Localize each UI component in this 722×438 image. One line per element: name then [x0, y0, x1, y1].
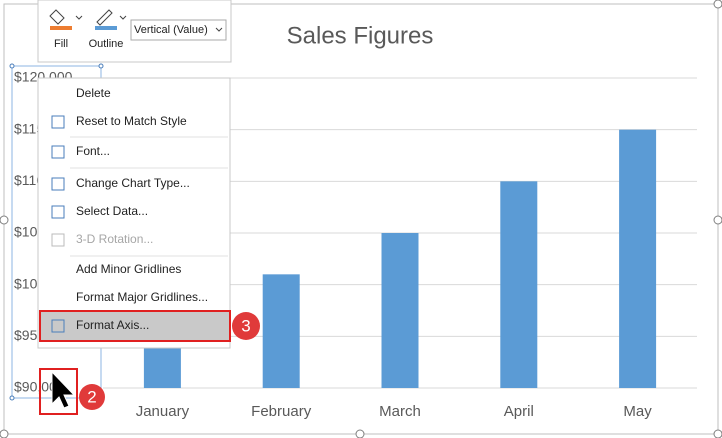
fill-label[interactable]: Fill: [54, 38, 68, 50]
outline-icon[interactable]: [96, 9, 113, 26]
menu-item-label[interactable]: Delete: [76, 86, 111, 100]
menu-item-label[interactable]: Format Major Gridlines...: [76, 290, 208, 304]
element-dropdown[interactable]: [130, 19, 227, 41]
context-menu: Delete Reset to Match Style Font... Change …: [37, 77, 231, 349]
bar: [381, 233, 419, 388]
callout-number: 3: [241, 316, 250, 335]
menu-icon: [51, 115, 65, 129]
x-tick-label: February: [251, 403, 312, 420]
mini-toolbar: Fill Outline Vertical (Value): [37, 0, 232, 63]
bar: [500, 181, 538, 388]
menu-item-label[interactable]: Font...: [76, 144, 110, 158]
bar: [619, 129, 657, 388]
menu-item-label[interactable]: Reset to Match Style: [76, 114, 187, 128]
menu-item-label[interactable]: Select Data...: [76, 204, 148, 218]
x-tick-label: May: [623, 403, 652, 420]
menu-item-label[interactable]: Format Axis...: [76, 318, 149, 332]
bar: [262, 274, 300, 388]
menu-item-outline: [39, 310, 231, 342]
menu-item-label[interactable]: Add Minor Gridlines: [76, 262, 181, 276]
menu-item-label[interactable]: Change Chart Type...: [76, 176, 190, 190]
callout-number: 2: [87, 387, 96, 406]
menu-icon: [51, 205, 65, 219]
outline-color: [95, 26, 117, 30]
x-tick-label: April: [504, 403, 534, 420]
callout-badge: [232, 312, 260, 340]
menu-icon: [51, 177, 65, 191]
dropdown-arrow[interactable]: [215, 27, 223, 32]
menu-box: [37, 77, 231, 349]
menu-icon: [51, 319, 65, 333]
menu-item-label: 3-D Rotation...: [76, 232, 153, 246]
menu-icon: [51, 233, 65, 247]
x-tick-label: March: [379, 403, 421, 420]
outline-label[interactable]: Outline: [89, 38, 124, 50]
callout-badge: [79, 384, 105, 410]
menu-item-highlight: [40, 312, 229, 340]
dropdown-value[interactable]: Vertical (Value): [134, 24, 208, 36]
fill-color: [50, 26, 72, 30]
menu-icon: [51, 145, 65, 159]
chart-title: Sales Figures: [287, 22, 434, 49]
cursor-highlight: [39, 368, 78, 415]
mouse-cursor: [51, 370, 76, 409]
fill-arrow[interactable]: [75, 15, 83, 20]
fill-icon[interactable]: [49, 9, 65, 25]
x-tick-label: January: [136, 403, 190, 420]
outline-arrow[interactable]: [119, 15, 127, 20]
menu-separators: [70, 136, 228, 257]
